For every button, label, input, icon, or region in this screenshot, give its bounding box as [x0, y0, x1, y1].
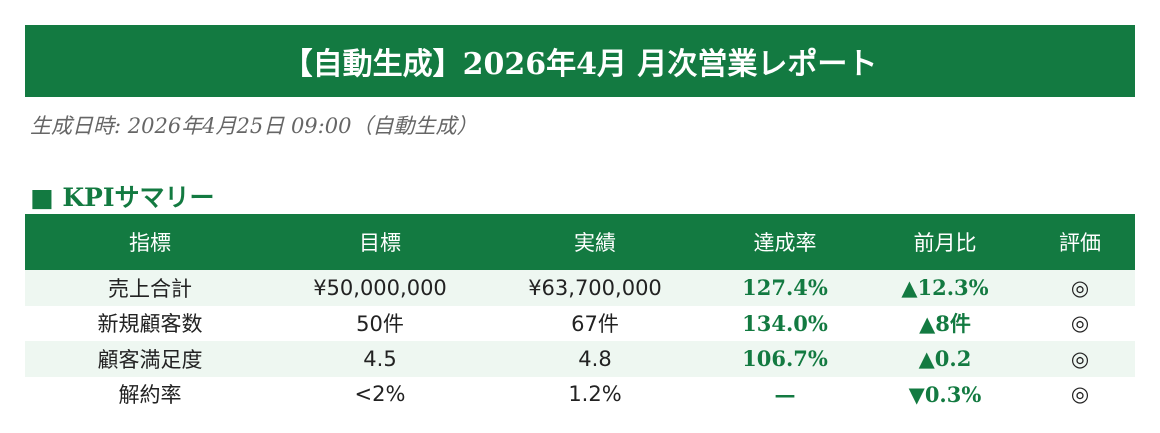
table-cell: 106.7%	[705, 341, 865, 377]
table-cell: ¥50,000,000	[275, 270, 485, 306]
table-cell: 67件	[571, 312, 619, 337]
table-cell: ◎	[1070, 382, 1090, 407]
table-cell: 4.5	[275, 341, 485, 377]
table-cell: ◎	[1070, 311, 1090, 336]
table-cell: ▼0.3%	[908, 381, 982, 407]
table-row: 解約率 <2% 1.2% — ▼0.3% ◎	[25, 377, 1135, 413]
column-header: 達成率	[705, 214, 865, 270]
table-header-row: 指標 目標 実績 達成率 前月比 評価	[25, 214, 1135, 270]
table-row: 売上合計 ¥50,000,000 ¥63,700,000 127.4% ▲12.3% ◎	[25, 270, 1135, 306]
table-cell: —	[774, 381, 796, 407]
table-cell: 解約率	[118, 383, 182, 408]
table-cell: 50件	[356, 312, 404, 337]
table-cell: 顧客満足度	[25, 341, 275, 377]
column-header: 目標	[275, 214, 485, 270]
column-header: 評価	[1025, 214, 1135, 270]
table-row: 新規顧客数 50件 67件 134.0% ▲8件 ◎	[25, 306, 1135, 342]
table-cell: ¥63,700,000	[485, 270, 705, 306]
kpi-table: 指標 目標 実績 達成率 前月比 評価 売上合計 ¥50,000,000 ¥63,700,00…	[25, 214, 1135, 412]
report-title: 【自動生成】2026年4月 月次営業レポート	[25, 25, 1135, 97]
table-cell: ◎	[1025, 341, 1135, 377]
table-cell: 134.0%	[742, 310, 828, 336]
table-cell: <2%	[354, 382, 406, 407]
section-heading: ■ KPIサマリー	[30, 183, 215, 212]
generated-timestamp: 生成日時: 2026年4月25日 09:00（自動生成）	[30, 114, 478, 138]
column-header: 指標	[25, 214, 275, 270]
table-cell: ▲0.2	[865, 341, 1025, 377]
table-cell: 売上合計	[25, 270, 275, 306]
table-cell: ▲8件	[919, 311, 971, 337]
table-cell: 127.4%	[705, 270, 865, 306]
table-cell: 1.2%	[568, 382, 622, 407]
table-cell: ▲12.3%	[865, 270, 1025, 306]
table-cell: ◎	[1025, 270, 1135, 306]
table-cell: 新規顧客数	[97, 312, 203, 337]
column-header: 前月比	[865, 214, 1025, 270]
column-header: 実績	[485, 214, 705, 270]
table-row: 顧客満足度 4.5 4.8 106.7% ▲0.2 ◎	[25, 341, 1135, 377]
table-cell: 4.8	[485, 341, 705, 377]
